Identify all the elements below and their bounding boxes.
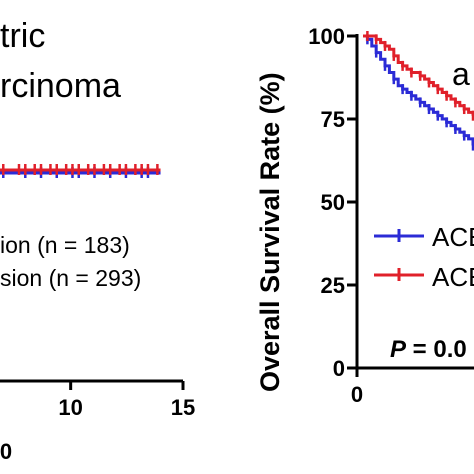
right-y-tick-label-75: 75: [321, 107, 345, 132]
right-y-tick-label-25: 25: [321, 273, 345, 298]
left-title-line-2: rcinoma: [0, 67, 121, 105]
left-x-tick-label-15: 15: [171, 395, 195, 420]
right-y-tick-label-0: 0: [333, 356, 345, 381]
right-y-axis-label: Overall Survival Rate (%): [255, 72, 285, 392]
right-p-label: P: [390, 336, 407, 363]
left-x-tick-label-10: 10: [58, 395, 82, 420]
right-annotation-letter: a: [452, 56, 470, 92]
left-title-line-1: tric: [0, 17, 46, 55]
right-legend-entry-2: ACE: [432, 262, 474, 292]
right-legend-entry-1: ACE: [432, 222, 474, 252]
right-x-tick-label-0: 0: [351, 382, 363, 407]
left-legend-entry-2: sion (n = 293): [0, 265, 142, 291]
right-p-value-text: = 0.0: [406, 336, 467, 363]
right-p-value: P = 0.0: [390, 336, 467, 364]
right-y-tick-label-50: 50: [321, 190, 345, 215]
right-y-tick-label-100: 100: [308, 24, 345, 49]
left-x-tick-suffix: 0: [0, 439, 12, 464]
left-legend-entry-1: ion (n = 183): [0, 232, 130, 258]
